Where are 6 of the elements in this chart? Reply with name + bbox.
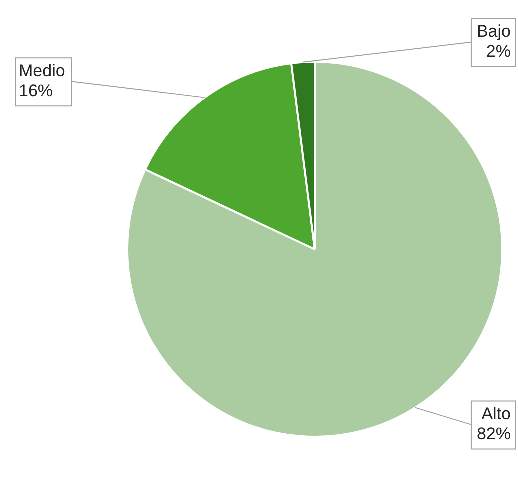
slice-label: Medio [19, 61, 66, 80]
slice-label: Bajo [476, 22, 511, 42]
data-label: 16% [19, 81, 54, 100]
slice-label: Alto [482, 404, 511, 424]
data-label: 2% [486, 42, 511, 62]
data-label: 82% [476, 424, 511, 444]
